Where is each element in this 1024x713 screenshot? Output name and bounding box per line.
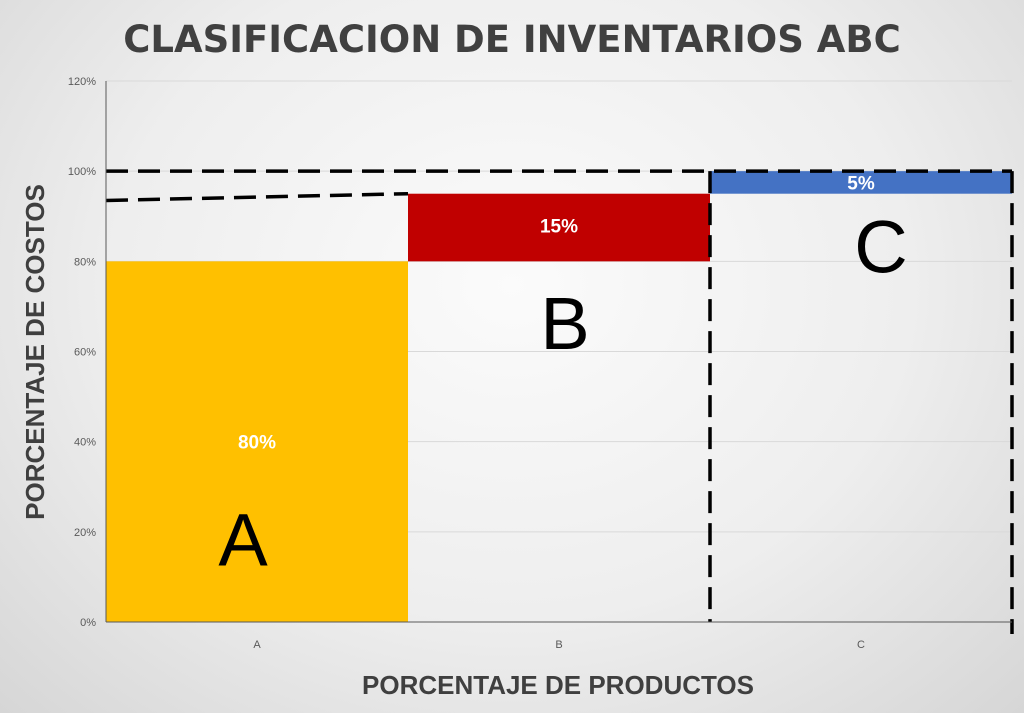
data-label: 80%: [238, 433, 276, 454]
y-tick-label: 120%: [68, 76, 96, 88]
data-labels: 80% 15% 5% A B C: [218, 173, 907, 581]
data-label: 5%: [847, 173, 875, 194]
reference-lines: [105, 169, 1014, 634]
bar-c: [710, 171, 1012, 194]
dashed-line-cumulative: [105, 191, 409, 203]
data-label: 15%: [540, 216, 578, 237]
y-tick-label: 60%: [74, 347, 96, 359]
x-axis-title: PORCENTAJE DE PRODUCTOS: [362, 670, 754, 700]
group-letter: A: [218, 499, 268, 582]
y-tick-label: 40%: [74, 437, 96, 449]
y-tick-label: 100%: [68, 166, 96, 178]
axes: 0% 20% 40% 60% 80% 100% 120% A B C: [68, 76, 1012, 651]
y-tick-label: 80%: [74, 256, 96, 268]
group-letter: C: [854, 206, 907, 289]
y-tick-label: 20%: [74, 527, 96, 539]
bar-a: [106, 261, 408, 622]
x-tick-label: A: [253, 639, 261, 651]
x-tick-label: B: [555, 639, 562, 651]
x-tick-label: C: [857, 639, 865, 651]
y-tick-label: 0%: [80, 617, 96, 629]
bar-b: [408, 193, 710, 262]
y-axis-title: PORCENTAJE DE COSTOS: [20, 184, 50, 520]
chart-title: CLASIFICACION DE INVENTARIOS ABC: [123, 18, 901, 61]
bars: [106, 171, 1012, 622]
group-letter: B: [540, 282, 589, 365]
